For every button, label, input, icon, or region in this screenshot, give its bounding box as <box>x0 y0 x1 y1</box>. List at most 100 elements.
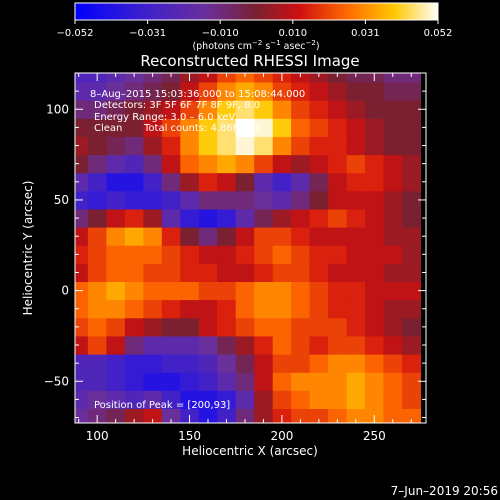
heatmap-cell <box>365 354 384 373</box>
heatmap-cell <box>383 118 403 137</box>
heatmap-cell <box>383 172 403 192</box>
heatmap-cell <box>87 317 107 337</box>
heatmap-cell <box>106 317 126 337</box>
x-tick-label: 200 <box>270 429 293 443</box>
heatmap-cell <box>254 336 274 355</box>
heatmap-cell <box>254 100 274 119</box>
heatmap-cell <box>217 154 237 174</box>
heatmap-cell <box>143 136 163 156</box>
heatmap-cell <box>272 227 292 246</box>
heatmap-cell <box>383 263 403 282</box>
heatmap-cell <box>383 154 403 174</box>
heatmap-cell <box>124 136 144 156</box>
heatmap-cell <box>365 190 384 210</box>
heatmap-cell <box>198 281 218 301</box>
heatmap-cell <box>235 408 255 423</box>
heatmap-cell <box>383 354 403 373</box>
heatmap-cell <box>106 390 126 409</box>
heatmap-cell <box>143 299 163 319</box>
heatmap-cell <box>328 354 348 373</box>
heatmap-cell <box>124 172 144 192</box>
heatmap-cell <box>254 372 274 391</box>
heatmap-cell <box>383 408 403 423</box>
y-tick-label: 100 <box>46 102 69 116</box>
heatmap-cell <box>161 299 181 319</box>
heatmap-cell <box>124 390 144 409</box>
footer-date: 7–Jun–2019 20:56 <box>391 484 498 498</box>
heatmap-cell <box>217 73 237 83</box>
heatmap-cell <box>143 390 163 409</box>
heatmap-cell <box>87 354 107 373</box>
heatmap-cell <box>161 136 181 156</box>
annotation-total-counts: Total counts: 4.86E+04 <box>143 123 260 134</box>
heatmap-cell <box>402 100 421 119</box>
heatmap-cell <box>365 227 384 246</box>
heatmap-cell <box>365 336 384 355</box>
heatmap-cell <box>106 245 126 264</box>
heatmap-cell <box>309 281 329 301</box>
heatmap-cell <box>291 100 311 119</box>
heatmap-cell <box>143 172 163 192</box>
heatmap-cell <box>309 136 329 156</box>
heatmap-cell <box>124 118 144 137</box>
heatmap-cell <box>365 136 384 156</box>
heatmap-cell <box>180 136 200 156</box>
heatmap-cell <box>235 245 255 264</box>
heatmap-cell <box>309 190 329 210</box>
heatmap-cell <box>235 299 255 319</box>
heatmap-cell <box>346 245 366 264</box>
heatmap-cell <box>217 118 237 137</box>
heatmap-cell <box>235 317 255 337</box>
heatmap-cell <box>328 299 348 319</box>
colorbar-tick-label: 0.052 <box>424 28 453 39</box>
heatmap-cell <box>383 245 403 264</box>
heatmap-cell <box>272 154 292 174</box>
heatmap-cell <box>402 73 421 83</box>
heatmap-cell <box>75 154 89 174</box>
heatmap-cell <box>106 227 126 246</box>
heatmap-cell <box>365 281 384 301</box>
heatmap-cell <box>346 118 366 137</box>
heatmap-cell <box>254 263 274 282</box>
heatmap-cell <box>383 372 403 391</box>
heatmap-cell <box>180 82 200 101</box>
heatmap-cell <box>402 299 421 319</box>
heatmap-cell <box>346 408 366 423</box>
heatmap-cell <box>217 299 237 319</box>
heatmap-cell <box>402 372 421 391</box>
heatmap-cell <box>291 281 311 301</box>
heatmap-cell <box>124 317 144 337</box>
heatmap-cell <box>365 245 384 264</box>
heatmap-cell <box>291 336 311 355</box>
heatmap-cell <box>143 263 163 282</box>
heatmap-cell <box>309 299 329 319</box>
heatmap-cell <box>217 336 237 355</box>
heatmap-cell <box>75 245 89 264</box>
heatmap-cell <box>87 372 107 391</box>
colorbar-units: (photons cm−2 s−1 asec−2) <box>192 39 319 52</box>
heatmap-cell <box>198 372 218 391</box>
heatmap-cell <box>402 82 421 101</box>
heatmap-cell <box>309 245 329 264</box>
heatmap-cell <box>272 172 292 192</box>
heatmap-cell <box>272 190 292 210</box>
heatmap-cell <box>180 209 200 228</box>
heatmap-cell <box>75 263 89 282</box>
heatmap-cell <box>106 336 126 355</box>
heatmap-cell <box>235 336 255 355</box>
heatmap-cell <box>198 354 218 373</box>
heatmap-cell <box>180 154 200 174</box>
heatmap-cell <box>291 372 311 391</box>
heatmap-cell <box>143 227 163 246</box>
annotation-method: Clean <box>94 123 122 134</box>
heatmap-cell <box>291 390 311 409</box>
heatmap-cell <box>402 354 421 373</box>
colorbar <box>74 2 439 21</box>
heatmap-cell <box>309 408 329 423</box>
heatmap-cell <box>106 73 126 83</box>
heatmap-cell <box>75 172 89 192</box>
heatmap-cell <box>124 245 144 264</box>
heatmap-cell <box>106 100 126 119</box>
heatmap-cell <box>402 263 421 282</box>
heatmap-cell <box>161 372 181 391</box>
